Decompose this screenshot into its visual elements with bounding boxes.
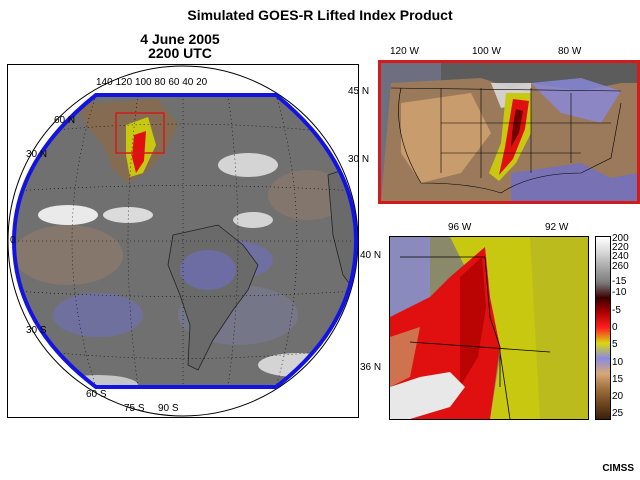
scan-region-outline — [11, 93, 358, 389]
globe-lat-label-75s: 75 S — [124, 403, 145, 414]
valid-time: 2200 UTC — [148, 45, 212, 61]
zoom-map — [389, 236, 589, 420]
colorbar — [595, 236, 611, 420]
globe-lat-label-30n: 30 N — [26, 149, 48, 160]
globe-lat-label-30s: 30 S — [26, 325, 47, 336]
us-subregion-box — [115, 112, 165, 154]
credit-label: CIMSS — [602, 463, 634, 474]
globe-lon-label-6: 40 — [182, 77, 194, 88]
globe-lon-label-2: 120 — [115, 77, 133, 88]
us-lon-label-80w: 80 W — [558, 46, 582, 57]
globe-lon-label-3: 100 — [134, 77, 152, 88]
colorbar-label-13: 25 — [612, 408, 624, 419]
zoom-image — [390, 237, 588, 419]
zoom-lon-label-96w: 96 W — [448, 222, 472, 233]
colorbar-label-9: 5 — [612, 339, 618, 350]
globe-lon-label-7: 20 — [196, 77, 208, 88]
colorbar-label-8: 0 — [612, 322, 618, 333]
colorbar-label-10: 10 — [612, 357, 624, 368]
globe-lon-labels: 140 120 100 80 60 40 20 — [96, 77, 207, 88]
colorbar-label-12: 20 — [612, 391, 624, 402]
product-title: Simulated GOES-R Lifted Index Product — [187, 7, 453, 23]
globe-lon-label-4: 80 — [154, 77, 166, 88]
colorbar-label-2: 220 — [612, 242, 629, 253]
colorbar-label-5: -15 — [612, 276, 627, 287]
us-lon-label-120w: 120 W — [390, 46, 419, 57]
globe-lat-label-90s: 90 S — [158, 403, 179, 414]
colorbar-label-1: 200 — [612, 233, 629, 244]
colorbar-label-4: 260 — [612, 261, 629, 272]
zoom-lat-label-36n: 36 N — [360, 362, 382, 373]
conus-image — [381, 63, 637, 201]
zoom-lon-label-92w: 92 W — [545, 222, 569, 233]
globe-lat-label-60s: 60 S — [86, 389, 107, 400]
zoom-lat-label-40n: 40 N — [360, 250, 382, 261]
us-lat-label-45n: 45 N — [348, 86, 370, 97]
globe-lat-label-0: 0 — [10, 235, 16, 246]
colorbar-label-7: -5 — [612, 305, 621, 316]
conus-map — [378, 60, 640, 204]
globe-lon-label-1: 140 — [96, 77, 113, 88]
full-disk-image — [8, 65, 358, 417]
full-disk-map: 140 120 100 80 60 40 20 60 N 30 N 0 30 S… — [7, 64, 359, 418]
colorbar-gradient — [596, 237, 610, 419]
globe-lat-label-60n: 60 N — [54, 115, 76, 126]
valid-date: 4 June 2005 — [140, 31, 220, 47]
us-lon-label-100w: 100 W — [472, 46, 501, 57]
us-lat-label-30n: 30 N — [348, 154, 370, 165]
colorbar-label-3: 240 — [612, 251, 629, 262]
colorbar-label-11: 15 — [612, 374, 624, 385]
globe-lon-label-5: 60 — [168, 77, 180, 88]
colorbar-label-6: -10 — [612, 287, 627, 298]
